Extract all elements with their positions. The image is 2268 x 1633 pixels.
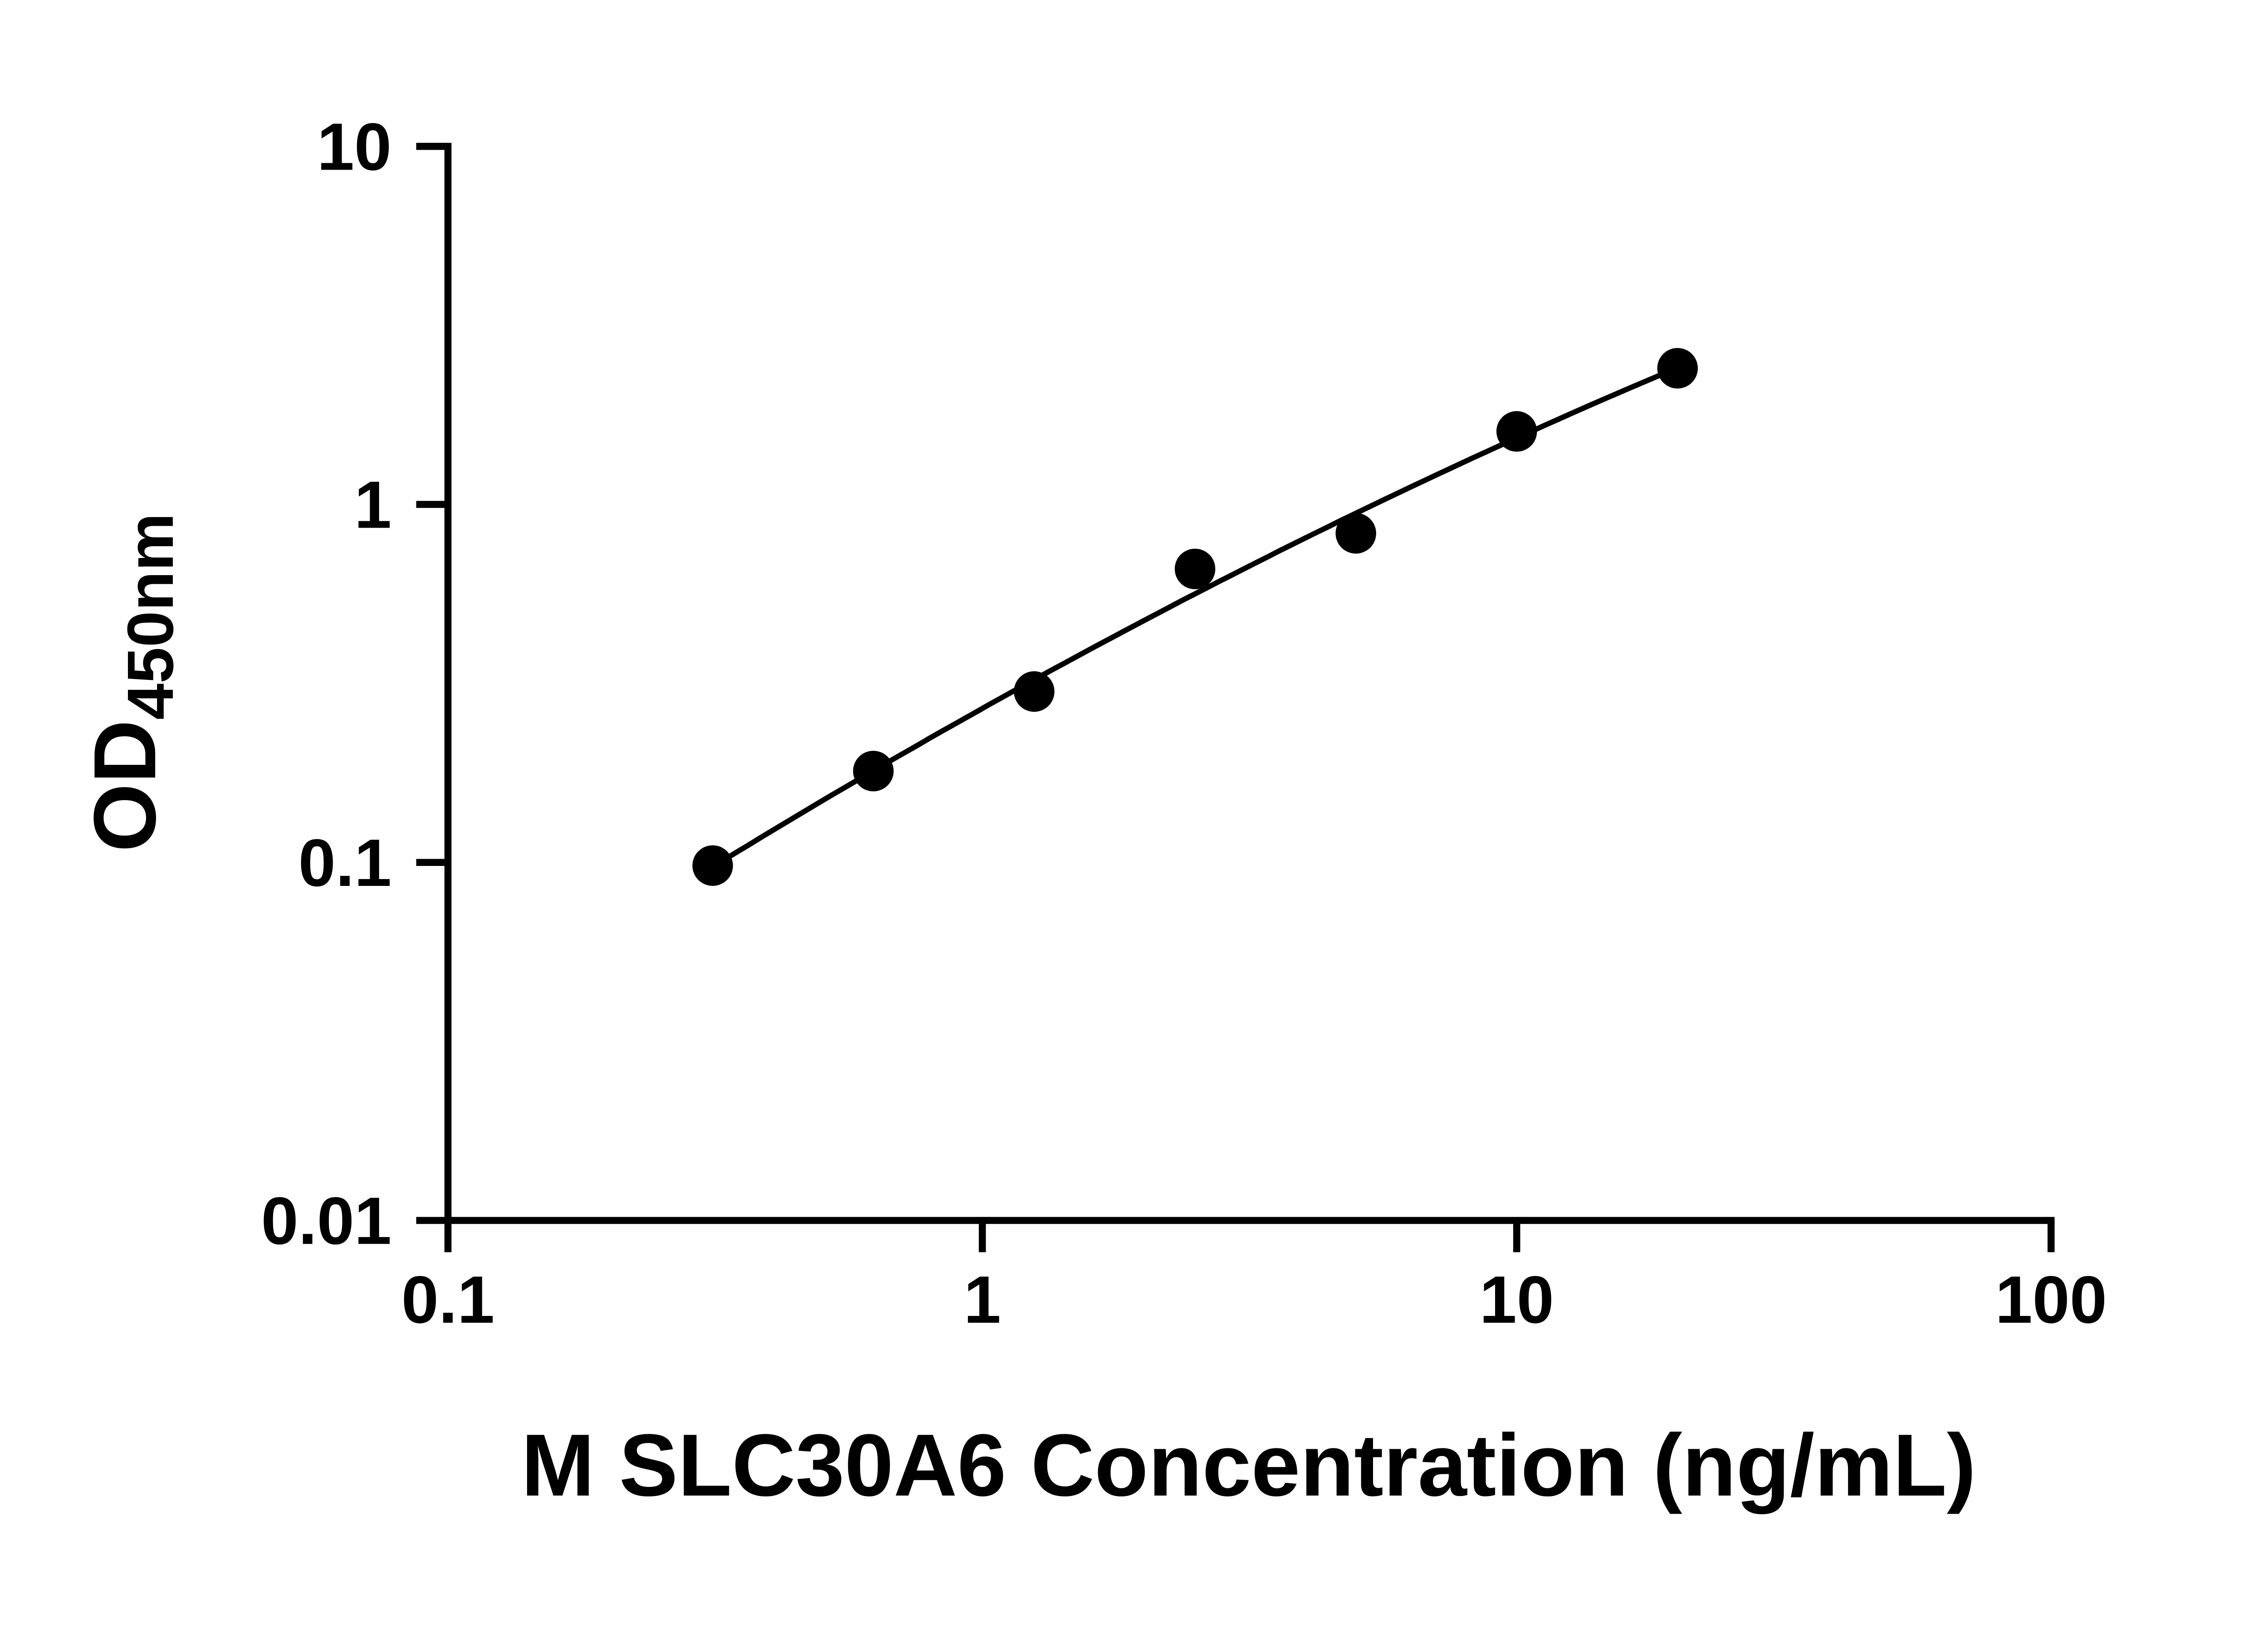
x-tick-label: 100: [1995, 1262, 2107, 1337]
x-axis-title: M SLC30A6 Concentration (ng/mL): [521, 1416, 1976, 1515]
chart-background: [0, 0, 2268, 1587]
data-point: [1657, 348, 1698, 389]
x-tick-label: 0.1: [401, 1262, 494, 1337]
data-point: [1335, 513, 1376, 554]
x-tick-label: 10: [1480, 1262, 1554, 1337]
y-axis-title-sub: 450nm: [114, 513, 187, 720]
y-tick-label: 0.01: [261, 1183, 392, 1258]
y-axis-title: OD450nm: [76, 513, 187, 852]
data-point: [1496, 411, 1537, 452]
data-point: [853, 751, 894, 792]
y-axis-title-main: OD: [76, 720, 174, 852]
y-tick-label: 10: [317, 109, 391, 184]
data-point: [1174, 548, 1216, 589]
data-point: [1014, 671, 1055, 712]
data-point: [692, 845, 733, 886]
elisa-standard-curve-figure: 0.1 1 10 100 0.01 0.1 1 10 M SLC30A6 Concentrat…: [0, 0, 2268, 1587]
y-tick-label: 0.1: [298, 826, 391, 900]
y-tick-label: 1: [354, 468, 391, 543]
x-tick-label: 1: [964, 1262, 1001, 1337]
